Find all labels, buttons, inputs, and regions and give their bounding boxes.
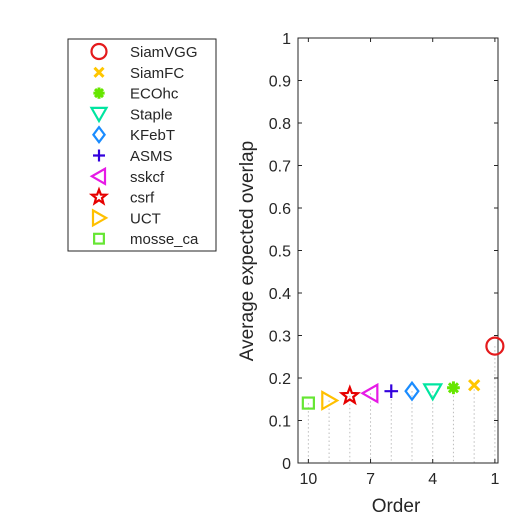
legend-marker-SiamVGG: [90, 42, 108, 61]
legend-marker-csrf: [88, 186, 110, 206]
plot-area: [297, 37, 499, 464]
marker-UCT: [321, 390, 340, 411]
y-axis: 0 0.1 0.2 0.3 0.4 0.5 0.6 0.7 0.8 0.9 1: [269, 31, 498, 473]
y-tick-label: 0: [282, 456, 291, 473]
x-tick-label: 10: [299, 471, 317, 488]
x-axis-label: Order: [372, 496, 421, 517]
y-tick-label: 1: [282, 31, 291, 48]
legend-label: ECOhc: [130, 86, 179, 103]
marker-SiamVGG: [485, 336, 505, 356]
legend-label: KFebT: [130, 127, 175, 144]
x-axis: 10 7 4 1: [299, 38, 499, 488]
marker-mosse_ca: [301, 396, 315, 410]
y-tick-label: 0.3: [269, 329, 291, 346]
y-tick-label: 0.1: [269, 414, 291, 431]
legend-marker-Staple: [89, 106, 109, 124]
legend-label: sskcf: [130, 169, 165, 186]
y-tick-label: 0.5: [269, 244, 291, 261]
legend-label: csrf: [130, 190, 155, 207]
legend-marker-SiamFC: [93, 66, 105, 78]
y-tick-label: 0.9: [269, 74, 291, 91]
legend-marker-UCT: [91, 208, 109, 228]
legend-marker-KFebT: [92, 125, 106, 145]
legend-marker-sskcf: [89, 166, 107, 186]
legend-label: mosse_ca: [130, 231, 199, 248]
legend-marker-ECOhc: [93, 87, 105, 99]
marker-ASMS: [384, 384, 399, 398]
legend: SiamVGG SiamFC ECOhc Staple KFebT ASMS sskcf cs…: [67, 38, 217, 252]
x-tick-label: 1: [490, 471, 499, 488]
marker-ECOhc: [447, 381, 460, 395]
x-tick-label: 4: [428, 471, 437, 488]
y-tick-label: 0.7: [269, 159, 291, 176]
y-tick-label: 0.8: [269, 116, 291, 133]
legend-marker-mosse_ca: [93, 232, 105, 245]
x-tick-label: 7: [366, 471, 375, 488]
y-tick-label: 0.4: [269, 286, 291, 303]
marker-sskcf: [360, 382, 379, 404]
legend-label: ASMS: [130, 148, 173, 165]
drop-lines: [307, 346, 496, 463]
marker-csrf: [338, 384, 361, 406]
y-tick-label: 0.2: [269, 371, 291, 388]
legend-label: UCT: [130, 210, 161, 227]
y-axis-label: Average expected overlap: [237, 141, 258, 361]
marker-KFebT: [404, 380, 420, 402]
data-markers: [301, 336, 505, 411]
legend-label: SiamVGG: [130, 44, 198, 61]
y-tick-label: 0.6: [269, 201, 291, 218]
marker-Staple: [422, 383, 444, 402]
marker-SiamFC: [468, 379, 481, 392]
legend-marker-ASMS: [93, 149, 105, 162]
legend-label: SiamFC: [130, 65, 184, 82]
legend-label: Staple: [130, 106, 173, 123]
